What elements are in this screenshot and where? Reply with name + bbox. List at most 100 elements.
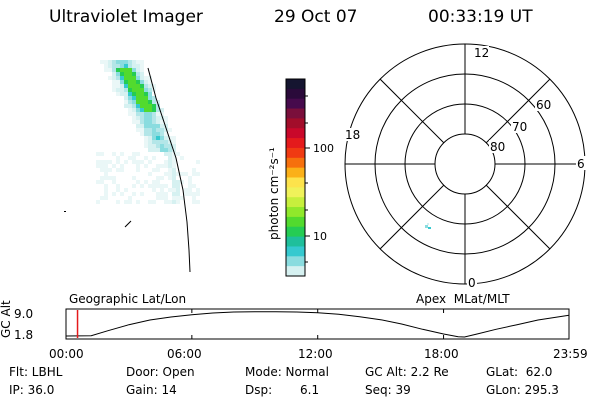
aurora-pixel bbox=[172, 200, 176, 204]
aurora-pixel bbox=[164, 144, 168, 148]
aurora-pixel bbox=[148, 160, 152, 164]
dsp-value: 6.1 bbox=[300, 383, 320, 397]
time-label: 00:33:19 UT bbox=[428, 7, 533, 27]
aurora-pixel bbox=[192, 184, 196, 188]
aurora-pixel bbox=[124, 68, 128, 72]
aurora-pixel bbox=[148, 128, 152, 132]
aurora-pixel bbox=[164, 200, 168, 204]
aurora-pixel bbox=[136, 60, 140, 64]
aurora-pixel bbox=[128, 156, 132, 160]
altitude-timeline bbox=[65, 308, 570, 340]
colorbar-cell bbox=[286, 147, 305, 159]
aurora-pixel bbox=[140, 120, 144, 124]
aurora-pixel bbox=[176, 200, 180, 204]
aurora-pixel bbox=[124, 188, 128, 192]
mode-status: Mode: Normal bbox=[245, 365, 329, 379]
aurora-pixel bbox=[132, 80, 136, 84]
aurora-pixel bbox=[184, 192, 188, 196]
aurora-pixel bbox=[128, 200, 132, 204]
aurora-pixel bbox=[108, 60, 112, 64]
apex-mlat-mlt-label: Apex MLat/MLT bbox=[416, 292, 510, 306]
aurora-pixel bbox=[152, 132, 156, 136]
aurora-pixel bbox=[144, 112, 148, 116]
colorbar-cell bbox=[286, 118, 305, 129]
aurora-pixel bbox=[124, 76, 128, 80]
aurora-pixel bbox=[124, 100, 128, 104]
timeline-xtick-0600: 06:00 bbox=[167, 347, 202, 361]
lat-label-80: 80 bbox=[490, 140, 505, 154]
aurora-pixel bbox=[160, 108, 164, 112]
aurora-pixel bbox=[164, 116, 168, 120]
aurora-pixel bbox=[140, 124, 144, 128]
aurora-pixel bbox=[112, 84, 116, 88]
aurora-pixel bbox=[124, 160, 128, 164]
aurora-pixel bbox=[160, 176, 164, 180]
aurora-pixel bbox=[132, 96, 136, 100]
aurora-pixel bbox=[156, 120, 160, 124]
lat-label-70: 70 bbox=[512, 120, 527, 134]
aurora-pixel bbox=[152, 100, 156, 104]
gain-status: Gain: 14 bbox=[126, 383, 177, 397]
aurora-pixel bbox=[168, 160, 172, 164]
coastline-dot bbox=[64, 211, 66, 212]
aurora-pixel bbox=[116, 80, 120, 84]
aurora-pixel bbox=[164, 152, 168, 156]
aurora-pixel bbox=[148, 116, 152, 120]
aurora-pixel bbox=[116, 64, 120, 68]
aurora-pixel bbox=[148, 100, 152, 104]
mlt-label-12: 12 bbox=[474, 46, 489, 60]
aurora-pixel bbox=[148, 148, 152, 152]
aurora-pixel bbox=[112, 76, 116, 80]
aurora-pixel bbox=[140, 100, 144, 104]
aurora-pixel bbox=[144, 140, 148, 144]
aurora-pixel bbox=[148, 136, 152, 140]
aurora-pixel bbox=[164, 196, 168, 200]
door-status: Door: Open bbox=[126, 365, 195, 379]
aurora-pixel bbox=[112, 88, 116, 92]
gc-alt-ytick-min: 1.8 bbox=[14, 328, 34, 342]
aurora-pixel bbox=[176, 172, 180, 176]
aurora-pixel bbox=[136, 120, 140, 124]
aurora-pixel bbox=[156, 164, 160, 168]
aurora-pixel bbox=[160, 132, 164, 136]
aurora-pixel bbox=[164, 132, 168, 136]
aurora-pixel bbox=[128, 80, 132, 84]
aurora-pixel bbox=[136, 88, 140, 92]
aurora-pixel bbox=[144, 132, 148, 136]
colorbar-cell bbox=[286, 256, 305, 267]
terminator-line bbox=[147, 67, 191, 273]
aurora-pixel bbox=[156, 144, 160, 148]
aurora-pixel bbox=[108, 64, 112, 68]
colorbar-cell bbox=[286, 187, 305, 198]
filter-status: Flt: LBHL bbox=[9, 365, 63, 379]
aurora-pixel bbox=[144, 96, 148, 100]
aurora-pixel bbox=[128, 196, 132, 200]
colorbar-cell bbox=[286, 246, 305, 257]
aurora-pixel bbox=[196, 200, 200, 204]
aurora-pixel bbox=[160, 128, 164, 132]
aurora-pixel bbox=[116, 76, 120, 80]
aurora-pixel bbox=[140, 80, 144, 84]
aurora-pixel bbox=[136, 152, 140, 156]
colorbar-cell bbox=[286, 177, 305, 188]
aurora-pixel bbox=[192, 196, 196, 200]
aurora-pixel bbox=[156, 168, 160, 172]
aurora-pixel bbox=[140, 96, 144, 100]
aurora-pixel bbox=[124, 64, 128, 68]
aurora-pixel bbox=[152, 104, 156, 108]
aurora-pixel bbox=[156, 176, 160, 180]
aurora-pixel bbox=[148, 96, 152, 100]
aurora-pixel bbox=[148, 124, 152, 128]
aurora-pixel bbox=[132, 152, 136, 156]
aurora-pixel bbox=[128, 108, 132, 112]
aurora-pixel bbox=[140, 64, 144, 68]
aurora-pixel bbox=[156, 140, 160, 144]
aurora-pixel bbox=[104, 172, 108, 176]
timeline-xtick-2359: 23:59 bbox=[553, 347, 588, 361]
aurora-pixel bbox=[160, 124, 164, 128]
aurora-pixel bbox=[120, 64, 124, 68]
aurora-pixel bbox=[156, 136, 160, 140]
aurora-image-panel bbox=[64, 60, 200, 273]
colorbar-cell bbox=[286, 216, 305, 228]
